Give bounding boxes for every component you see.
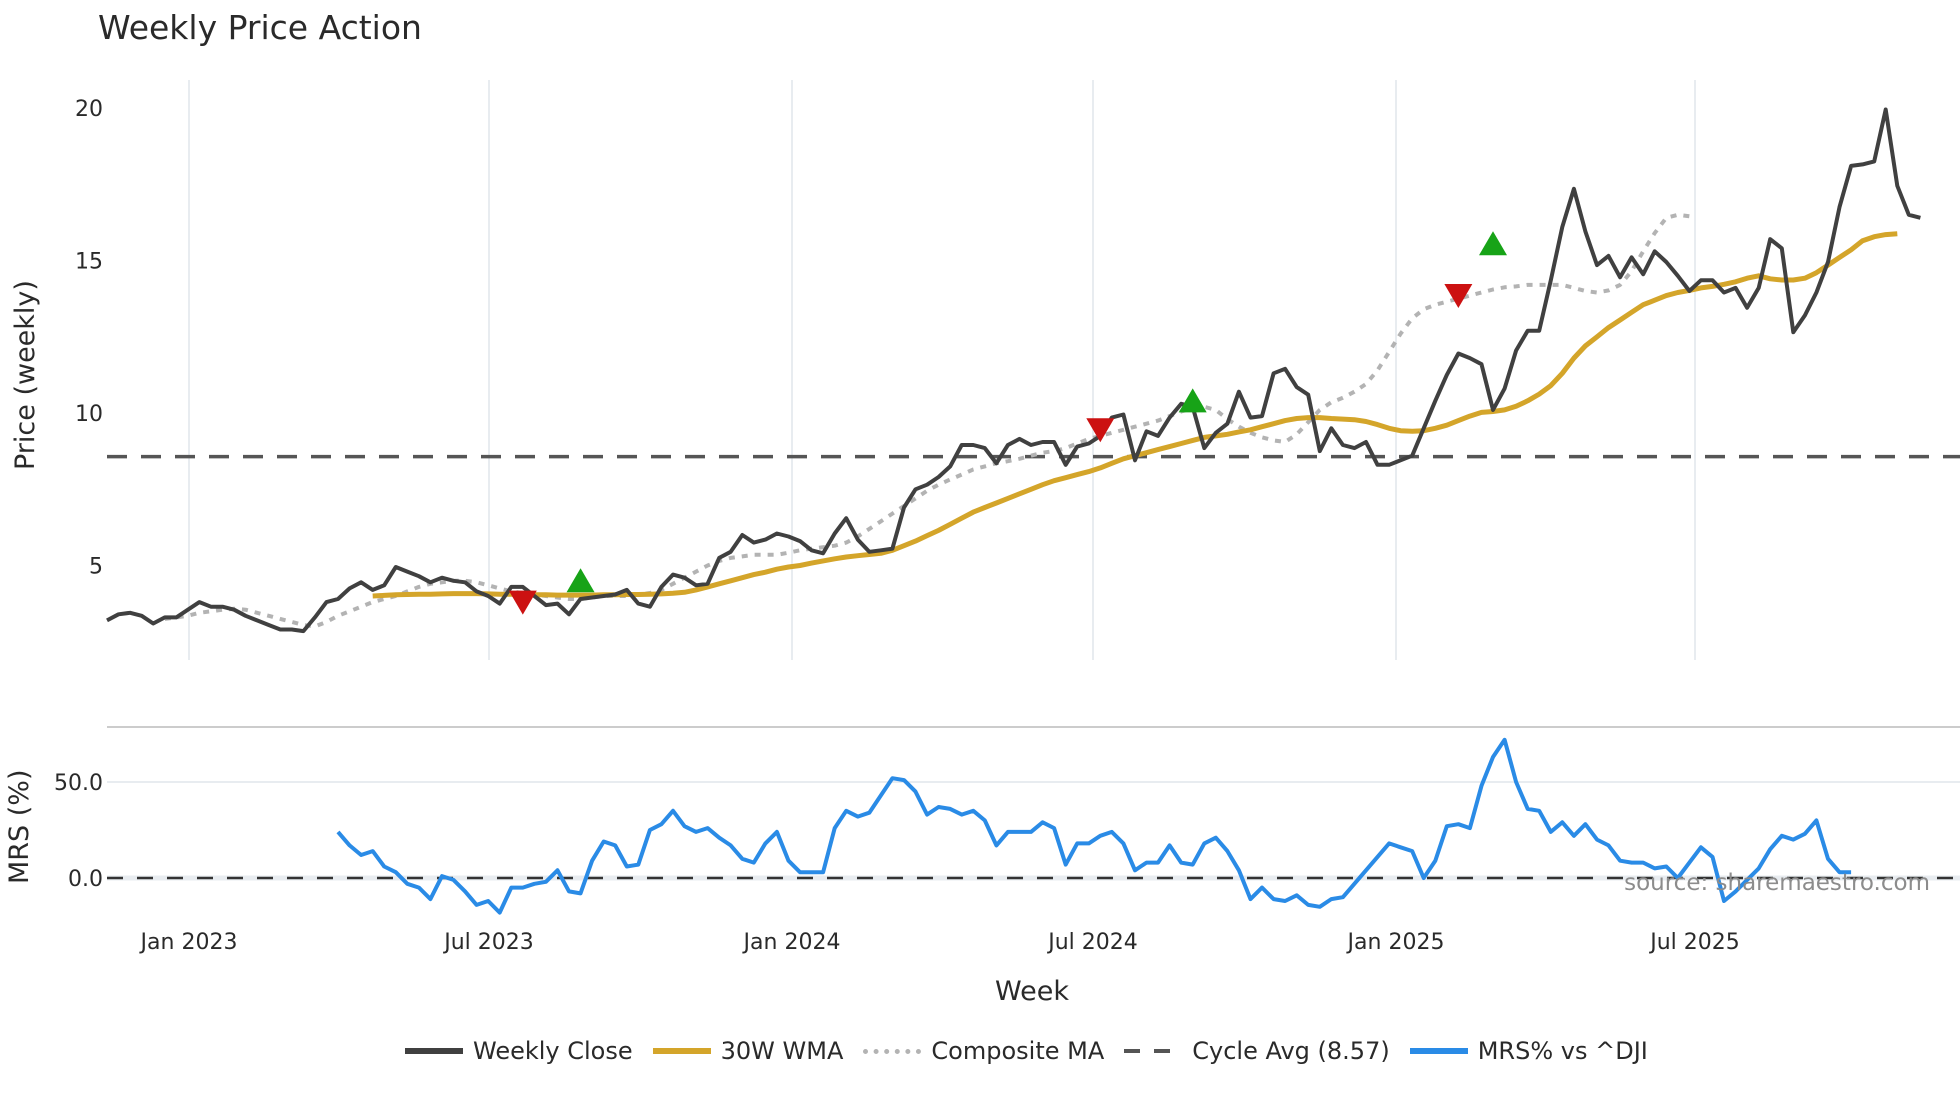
- legend-label: MRS% vs ^DJI: [1477, 1037, 1648, 1065]
- mrs-swatch-icon: [1409, 1048, 1468, 1054]
- mrs-line: [336, 737, 1852, 915]
- weekly-close-line: [106, 107, 1921, 634]
- legend-item-cycle-avg[interactable]: Cycle Avg (8.57): [1124, 1037, 1390, 1065]
- source-watermark: source: sharemaestro.com: [1624, 870, 1930, 896]
- buy-triangle-icon: [1178, 388, 1207, 413]
- legend-label: Cycle Avg (8.57): [1192, 1037, 1390, 1065]
- buy-triangle-icon: [1479, 231, 1507, 256]
- price-y-tick-label: 20: [75, 97, 103, 122]
- price-y-tick-label: 5: [89, 555, 103, 580]
- mrs-y-ticks: 0.0 50.0: [54, 771, 103, 892]
- chart-title: Weekly Price Action: [98, 8, 422, 47]
- legend: Weekly Close 30W WMA Composite MA Cycle …: [405, 1037, 1668, 1065]
- x-tick-label: Jul 2023: [442, 930, 534, 955]
- cycle-avg-swatch-icon: [1124, 1049, 1183, 1053]
- sell-triangle-icon: [1086, 418, 1115, 443]
- legend-item-composite-ma[interactable]: Composite MA: [863, 1037, 1104, 1065]
- gridlines: [107, 80, 1960, 881]
- composite-ma-swatch-icon: [863, 1048, 922, 1054]
- price-y-tick-label: 15: [75, 250, 103, 275]
- price-panel: [106, 107, 1960, 634]
- legend-label: Weekly Close: [473, 1037, 633, 1065]
- x-tick-label: Jan 2025: [1346, 930, 1445, 955]
- legend-item-30w-wma[interactable]: 30W WMA: [652, 1037, 844, 1065]
- x-tick-label: Jul 2024: [1046, 930, 1138, 955]
- mrs-panel: [107, 737, 1960, 915]
- price-y-tick-label: 10: [75, 402, 103, 427]
- mrs-y-tick-label: 50.0: [54, 771, 103, 796]
- price-y-ticks: 5 10 15 20: [75, 97, 103, 580]
- legend-item-weekly-close[interactable]: Weekly Close: [405, 1037, 633, 1065]
- buy-triangle-icon: [566, 568, 595, 593]
- wma-line: [372, 231, 1898, 599]
- legend-label: Composite MA: [931, 1037, 1105, 1065]
- wma-swatch-icon: [652, 1048, 711, 1054]
- x-tick-label: Jan 2024: [742, 930, 841, 955]
- x-axis-label: Week: [995, 976, 1069, 1007]
- x-tick-label: Jan 2023: [139, 930, 238, 955]
- legend-label: 30W WMA: [720, 1037, 844, 1065]
- sell-triangle-icon: [508, 590, 537, 615]
- mrs-y-tick-label: 0.0: [68, 867, 103, 892]
- x-tick-label: Jul 2025: [1648, 930, 1740, 955]
- sell-triangle-icon: [1444, 284, 1473, 309]
- signal-markers: [508, 231, 1507, 615]
- composite-ma-line: [164, 212, 1690, 629]
- legend-item-mrs[interactable]: MRS% vs ^DJI: [1409, 1037, 1648, 1065]
- weekly-close-swatch-icon: [405, 1048, 463, 1054]
- x-ticks: Jan 2023 Jul 2023 Jan 2024 Jul 2024 Jan 2025…: [139, 930, 1740, 955]
